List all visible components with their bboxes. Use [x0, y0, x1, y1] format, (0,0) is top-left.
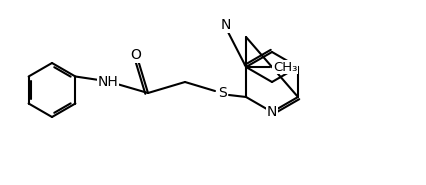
Text: O: O: [130, 48, 141, 62]
Text: S: S: [218, 86, 226, 100]
Text: N: N: [221, 18, 231, 32]
Text: NH: NH: [98, 75, 118, 89]
Text: CH₃: CH₃: [273, 60, 297, 73]
Text: N: N: [267, 105, 277, 119]
